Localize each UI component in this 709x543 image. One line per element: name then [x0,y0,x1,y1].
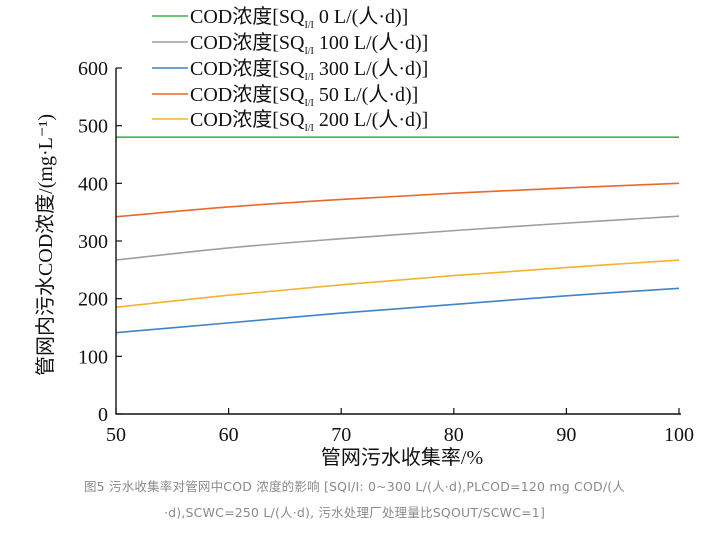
y-tick-label: 400 [78,173,108,195]
caption-line-1: 图5 污水收集率对管网中COD 浓度的影响 [SQI/I: 0~300 L/(人… [83,479,626,494]
y-tick-label: 600 [78,58,108,80]
x-tick-label: 90 [556,424,576,446]
series-line-4 [115,259,680,309]
x-tick-label: 70 [331,424,351,446]
y-tick-label: 0 [98,404,108,426]
x-tick-label: 80 [444,424,464,446]
y-tick-label: 500 [78,116,108,138]
ticks: 0 100 200 300 400 500 600 50 60 70 80 90 100 [78,58,694,446]
x-axis-label: 管网污水收集率/% [321,446,483,469]
legend-label-2: COD浓度[SQI/I 300 L/(人·d)] [190,57,428,83]
y-tick-label: 200 [78,289,108,311]
y-tick-label: 300 [78,231,108,253]
legend-label-4: COD浓度[SQI/I 200 L/(人·d)] [190,108,428,134]
y-tick-label: 100 [78,346,108,368]
legend-label-0: COD浓度[SQI/I 0 L/(人·d)] [190,5,408,31]
figure-caption: 图5 污水收集率对管网中COD 浓度的影响 [SQI/I: 0~300 L/(人… [20,474,689,526]
y-axis-label: 管网内污水COD浓度/(mg·L⁻¹) [34,114,57,376]
legend: COD浓度[SQI/I 0 L/(人·d)]COD浓度[SQI/I 100 L/… [152,5,428,134]
legend-label-3: COD浓度[SQI/I 50 L/(人·d)] [190,83,418,109]
series-line-1 [115,215,680,261]
x-tick-label: 50 [106,424,126,446]
series-line-2 [115,287,680,334]
series-line-3 [115,182,680,218]
caption-line-2: ·d),SCWC=250 L/(人·d), 污水处理厂处理量比SQOUT/SCW… [163,505,546,520]
x-tick-label: 60 [219,424,239,446]
legend-label-1: COD浓度[SQI/I 100 L/(人·d)] [190,31,428,57]
x-tick-label: 100 [664,424,694,446]
plot-lines [115,136,680,334]
cod-concentration-line-chart: 0 100 200 300 400 500 600 50 60 70 80 90 100 COD浓度[S… [34,5,694,469]
